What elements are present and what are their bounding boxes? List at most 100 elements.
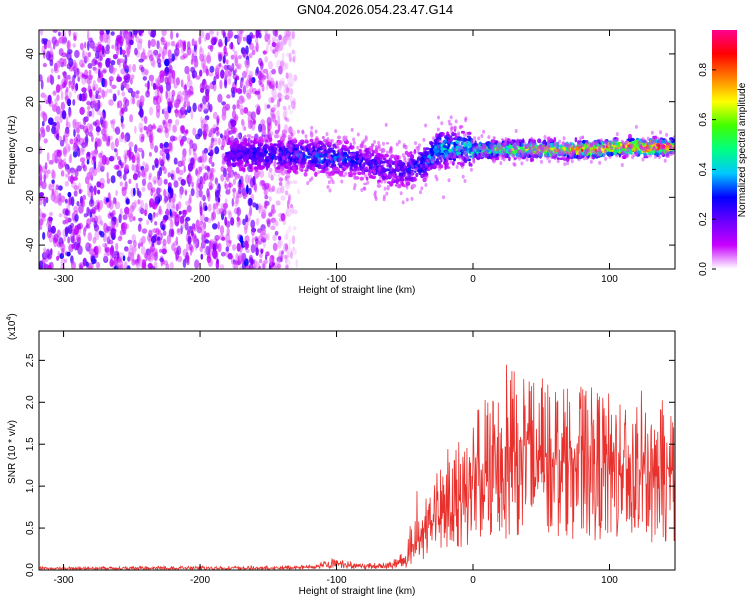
- spectrogram-cell: [227, 182, 233, 188]
- spectrogram-cell: [54, 130, 60, 139]
- spectrogram-cell: [429, 141, 434, 146]
- spectrogram-cell: [211, 80, 217, 86]
- spectrogram-cell: [231, 162, 235, 166]
- spectrogram-cell: [248, 187, 252, 195]
- spectrogram-cell: [501, 138, 504, 141]
- spectrogram-cell: [204, 216, 209, 222]
- spectrogram-cell: [277, 91, 282, 98]
- spectrogram-cell: [288, 30, 291, 37]
- spectrogram-cell: [285, 87, 290, 93]
- spectrogram-cell: [62, 134, 66, 143]
- spectrogram-cell: [141, 67, 147, 76]
- spectrogram-cell: [184, 190, 188, 196]
- spectrogram-cell: [175, 250, 180, 260]
- spectrogram-cell: [195, 75, 201, 80]
- spectrogram-cell: [383, 186, 387, 191]
- spectrogram-cell: [91, 134, 94, 143]
- spectrogram-cell: [57, 197, 61, 205]
- spectrogram-cell: [60, 170, 65, 177]
- spectrogram-cell: [209, 30, 215, 35]
- spectrogram-cell: [170, 229, 175, 237]
- spectrogram-cell: [111, 44, 115, 50]
- spectrogram-cell: [227, 30, 234, 39]
- spectrogram-cell: [176, 214, 181, 219]
- spectrogram-cell: [205, 232, 210, 238]
- spectrogram-cell: [90, 195, 94, 205]
- spectrogram-cell: [146, 86, 150, 95]
- spectrogram-cell: [120, 163, 124, 169]
- spectrogram-cell: [160, 37, 165, 43]
- spectrogram-cell: [295, 258, 298, 268]
- spectrogram-cell: [149, 198, 155, 208]
- spectrogram-cell: [289, 109, 294, 115]
- spectrogram-cell: [209, 149, 214, 157]
- spectrogram-cell: [239, 251, 243, 260]
- spectrogram-cell: [261, 212, 266, 219]
- spectrogram-cell: [39, 177, 43, 186]
- spectrogram-cell: [275, 260, 282, 268]
- spectrogram-cell: [50, 68, 54, 74]
- spectrogram-cell: [217, 51, 221, 59]
- spectrogram-cell: [96, 138, 102, 147]
- spectrogram-cell: [94, 99, 100, 110]
- spectrogram-cell: [187, 229, 191, 236]
- spectrogram-cell: [227, 154, 232, 160]
- spectrogram-cell: [224, 36, 228, 47]
- spectrogram-cell: [250, 219, 256, 229]
- spectrogram-cell: [277, 92, 282, 99]
- spectrogram-cell: [271, 114, 276, 123]
- spectrogram-cell: [129, 244, 134, 250]
- spectrogram-cell: [260, 248, 264, 255]
- spectrogram-cell: [151, 213, 155, 221]
- spectrogram-cell: [395, 179, 399, 185]
- spectrogram-cell: [60, 90, 64, 101]
- spectrogram-cell: [210, 127, 215, 133]
- spectrogram-cell: [201, 152, 208, 163]
- spectrogram-cell: [226, 64, 231, 71]
- spectrogram-cell: [200, 253, 204, 260]
- spectrogram-cell: [148, 152, 152, 157]
- spectrogram-cell: [139, 108, 144, 118]
- spectrogram-cell: [211, 137, 215, 143]
- spectrogram-cell: [50, 225, 56, 234]
- spectrogram-cell: [164, 127, 169, 134]
- spectrogram-cell: [225, 233, 231, 243]
- spectrogram-cell: [264, 204, 267, 209]
- spectrogram-cell: [211, 162, 215, 167]
- spectrogram-cell: [276, 42, 281, 51]
- spectrogram-cell: [103, 90, 107, 98]
- spectrogram-cell: [64, 181, 70, 187]
- spectrogram-cell: [126, 45, 131, 55]
- spectrogram-cell: [429, 147, 433, 152]
- spectrogram-cell: [144, 83, 150, 88]
- spectrogram-cell: [76, 165, 82, 172]
- spectrogram-cell: [84, 41, 87, 49]
- spectrogram-cell: [130, 74, 135, 80]
- spectrogram-cell: [88, 208, 91, 214]
- spectrogram-cell: [274, 230, 279, 236]
- spectrogram-cell: [117, 89, 120, 96]
- spectrogram-cell: [217, 93, 223, 103]
- spectrogram-cell: [65, 116, 69, 127]
- spectrogram-cell: [284, 254, 288, 264]
- spectrogram-cell: [165, 90, 168, 100]
- spectrogram-cell: [264, 158, 270, 163]
- spectrogram-cell: [115, 242, 119, 252]
- spectrogram-cell: [228, 211, 232, 220]
- spectrogram-cell: [105, 44, 111, 51]
- spectrogram-cell: [69, 138, 74, 145]
- spectrogram-cell: [39, 192, 44, 197]
- spectrogram-cell: [93, 185, 97, 196]
- spectrogram-cell: [105, 139, 111, 147]
- spectrogram-cell: [239, 182, 245, 188]
- spectrogram-cell: [169, 261, 174, 269]
- spectrogram-cell: [284, 190, 289, 196]
- spectrogram-cell: [205, 65, 208, 75]
- spectrogram-cell: [288, 38, 292, 48]
- spectrogram-cell: [176, 94, 181, 103]
- spectrogram-cell: [268, 153, 273, 157]
- spectrogram-cell: [220, 174, 225, 182]
- spectrogram-cell: [284, 210, 288, 218]
- spectrogram-cell: [443, 139, 447, 144]
- spectrogram-cell: [65, 143, 71, 154]
